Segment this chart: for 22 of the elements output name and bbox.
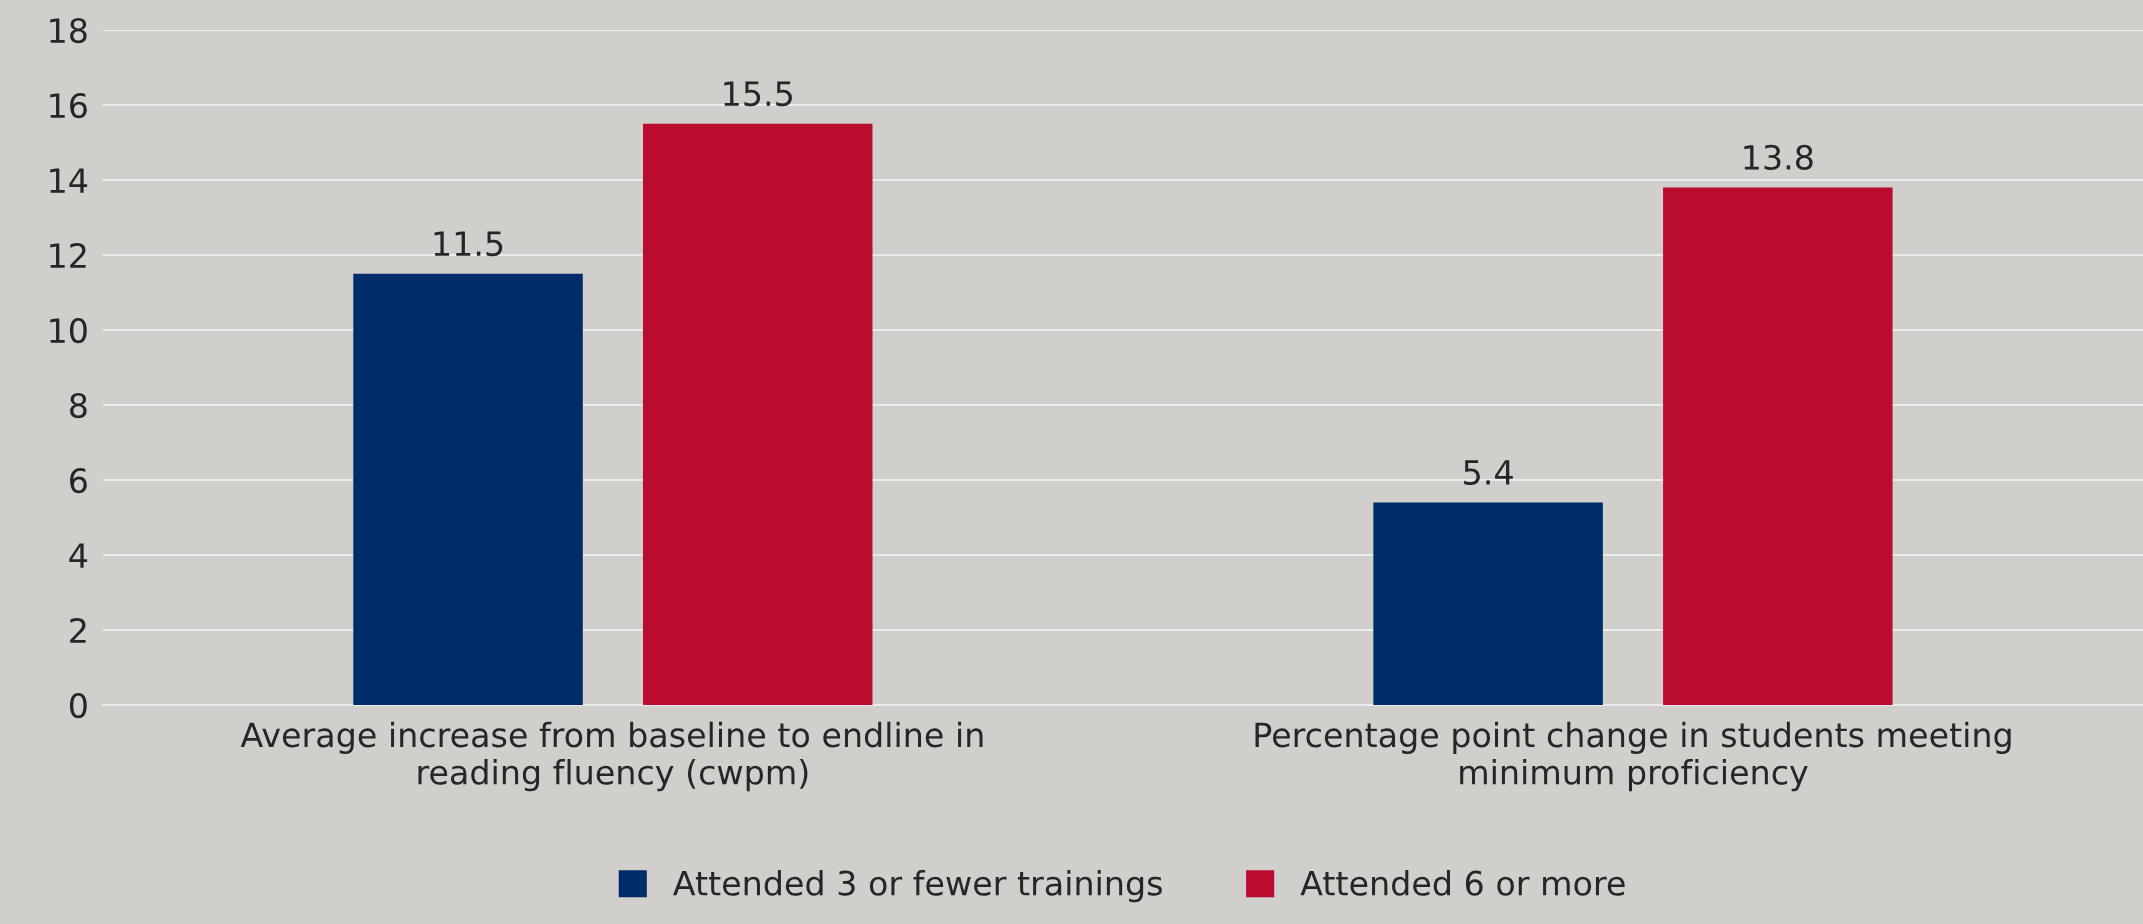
bar [1663, 187, 1893, 706]
x-tick-label: Average increase from baseline to endline in reading fluency (cwpm) [240, 721, 983, 792]
y-tick-label: 4 [69, 543, 88, 568]
x-tick-label: Percentage point change in students meeting minimum proficiency [1255, 721, 2011, 792]
y-tick-label: 6 [70, 467, 87, 494]
bar [642, 123, 873, 706]
y-tick-label: 14 [50, 168, 88, 193]
y-tick-label: 12 [50, 242, 86, 268]
data-label: 11.5 [434, 231, 503, 257]
data-label: 15.5 [724, 81, 792, 107]
y-tick-label: 16 [50, 92, 87, 119]
legend-label: Attended 3 or fewer trainings [673, 870, 1162, 903]
y-tick-label: 0 [69, 692, 87, 719]
y-tick-label: 18 [50, 17, 87, 44]
y-tick-label: 10 [50, 317, 87, 344]
legend-label: Attended 6 or more [1300, 870, 1625, 896]
bar [353, 273, 583, 706]
data-label: 13.8 [1744, 144, 1813, 170]
bar [1373, 502, 1603, 706]
y-tick-label: 8 [70, 392, 87, 419]
data-label: 5.4 [1464, 460, 1513, 485]
y-tick-label: 2 [70, 617, 86, 643]
